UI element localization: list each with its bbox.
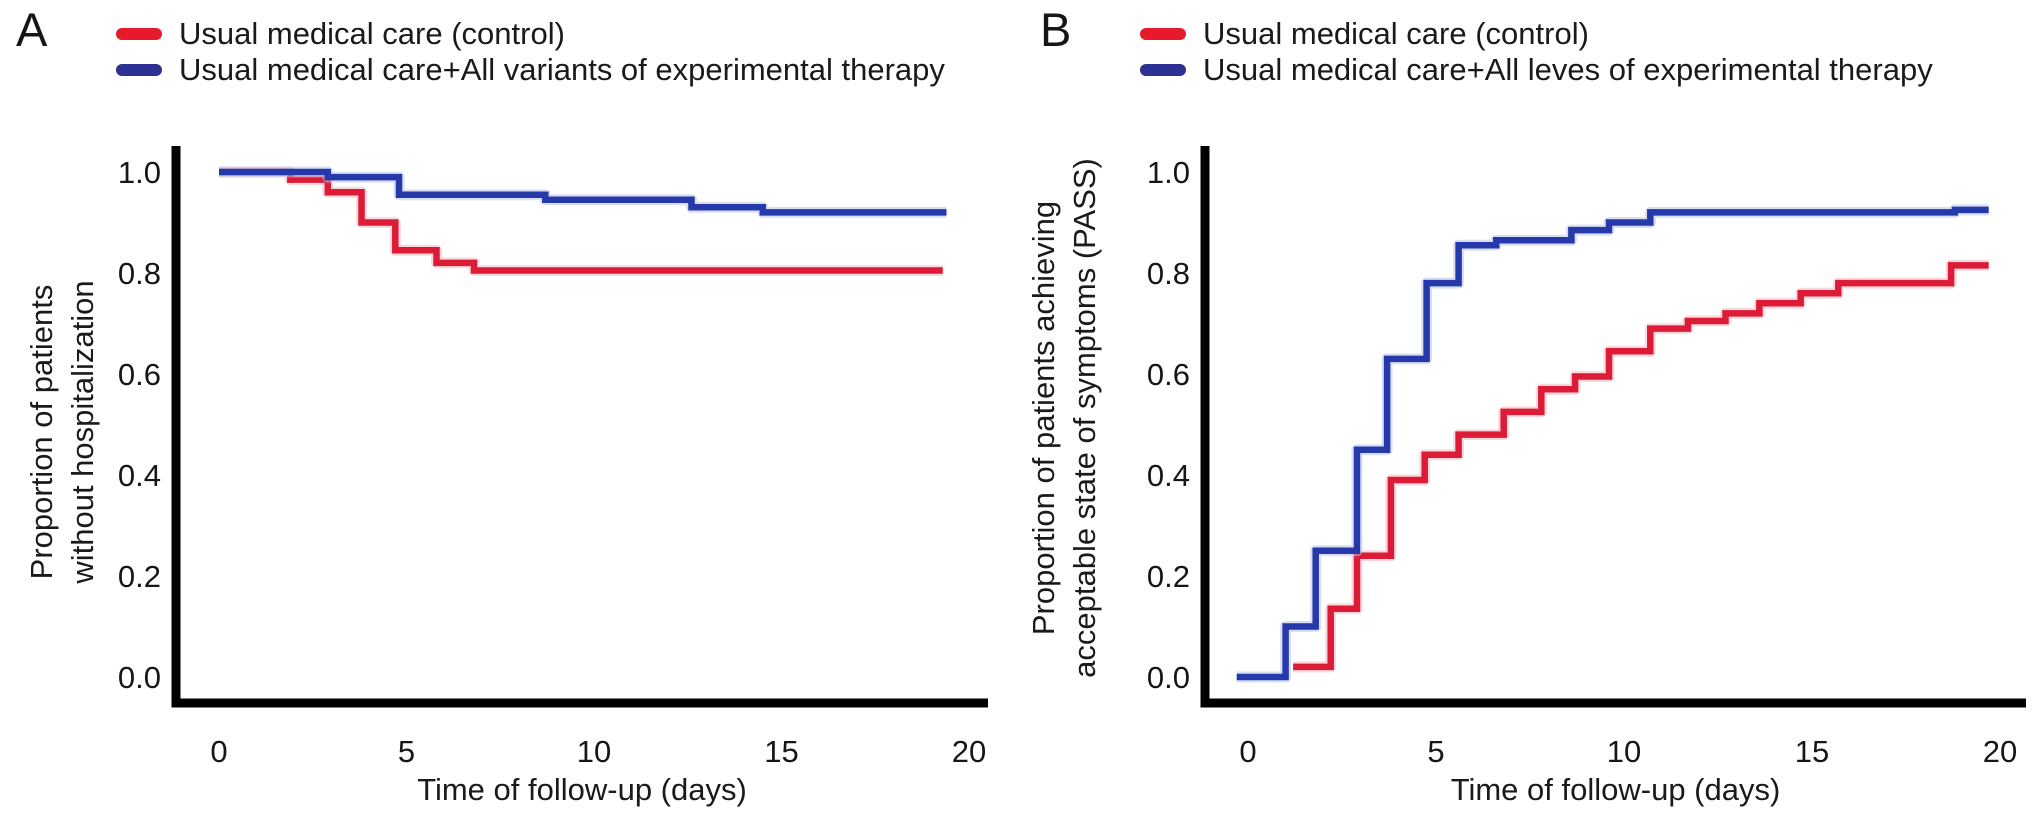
x-tick-label: 10 <box>577 734 611 769</box>
y-axis-title-b: Proportion of patients achieving accepta… <box>1023 158 1105 678</box>
panel-a-letter: A <box>16 3 48 56</box>
x-tick-label: 15 <box>1795 734 1829 769</box>
y-tick-label: 0.2 <box>118 559 161 594</box>
x-tick-label: 10 <box>1607 734 1641 769</box>
y-tick-label: 1.0 <box>118 155 161 190</box>
legend-swatch-control <box>116 28 162 40</box>
panel-b-letter: B <box>1040 3 1072 56</box>
y-tick-label: 0.2 <box>1147 559 1190 594</box>
legend-b: Usual medical care (control) Usual medic… <box>1140 16 1933 88</box>
y-tick-label: 0.8 <box>118 256 161 291</box>
legend-label-control: Usual medical care (control) <box>179 16 565 51</box>
x-tick-label: 5 <box>1427 734 1444 769</box>
x-axis-title-b: Time of follow-up (days) <box>1450 772 1781 807</box>
x-tick-label: 0 <box>1239 734 1256 769</box>
x-axis-title-a: Time of follow-up (days) <box>417 772 747 807</box>
legend-a: Usual medical care (control) Usual medic… <box>116 16 945 88</box>
legend-swatch-control <box>1140 28 1186 40</box>
legend-item-control: Usual medical care (control) <box>1140 16 1933 52</box>
km-plot-b: 0.0 0.2 0.4 0.6 0.8 1.0 0 5 10 15 20 <box>1147 146 2026 769</box>
y-tick-label: 0.0 <box>118 660 161 695</box>
x-tick-label: 0 <box>210 734 227 769</box>
panel-b: 0.0 0.2 0.4 0.6 0.8 1.0 0 5 10 15 20 B Usual medic… <box>1016 0 2032 835</box>
legend-label-experimental: Usual medical care+All leves of experime… <box>1203 52 1933 87</box>
y-tick-label: 0.8 <box>1147 256 1190 291</box>
y-tick-label: 0.4 <box>1147 458 1190 493</box>
curve-control <box>1293 262 1989 671</box>
y-axis-title-b-line2: acceptable state of symptoms (PASS) <box>1067 158 1102 678</box>
legend-label-experimental: Usual medical care+All variants of exper… <box>179 52 945 87</box>
y-axis <box>171 146 181 708</box>
km-plot-a: 0.0 0.2 0.4 0.6 0.8 1.0 0 5 10 15 20 <box>118 146 988 769</box>
y-axis-title-a-line1: Proportion of patients <box>24 284 59 580</box>
x-axis <box>171 698 988 708</box>
x-tick-label: 15 <box>764 734 798 769</box>
x-tick-label: 20 <box>952 734 986 769</box>
legend-label-control: Usual medical care (control) <box>1203 16 1589 51</box>
y-tick-label: 0.6 <box>118 357 161 392</box>
y-axis-title-b-line1: Proportion of patients achieving <box>1026 200 1061 636</box>
x-tick-label: 20 <box>1983 734 2017 769</box>
y-axis <box>1200 146 1210 708</box>
legend-item-experimental: Usual medical care+All variants of exper… <box>116 52 945 88</box>
y-axis-title-a-line2: without hospitalization <box>65 280 100 584</box>
y-tick-label: 0.4 <box>118 458 161 493</box>
y-tick-label: 0.6 <box>1147 357 1190 392</box>
curve-experimental <box>219 168 947 216</box>
legend-swatch-experimental <box>116 64 162 76</box>
curve-experimental <box>1236 206 1989 681</box>
curve-control <box>219 168 943 274</box>
curve-halo-control <box>1293 259 1989 673</box>
y-tick-label: 0.0 <box>1147 660 1190 695</box>
y-tick-label: 1.0 <box>1147 155 1190 190</box>
y-axis-title-a: Proportion of patients without hospitali… <box>21 280 103 583</box>
x-axis <box>1200 698 2026 708</box>
x-tick-label: 5 <box>398 734 415 769</box>
panel-a: 0.0 0.2 0.4 0.6 0.8 1.0 0 5 10 15 20 A Usual medic… <box>16 3 988 807</box>
legend-item-control: Usual medical care (control) <box>116 16 945 52</box>
legend-swatch-experimental <box>1140 64 1186 76</box>
legend-item-experimental: Usual medical care+All leves of experime… <box>1140 52 1933 88</box>
